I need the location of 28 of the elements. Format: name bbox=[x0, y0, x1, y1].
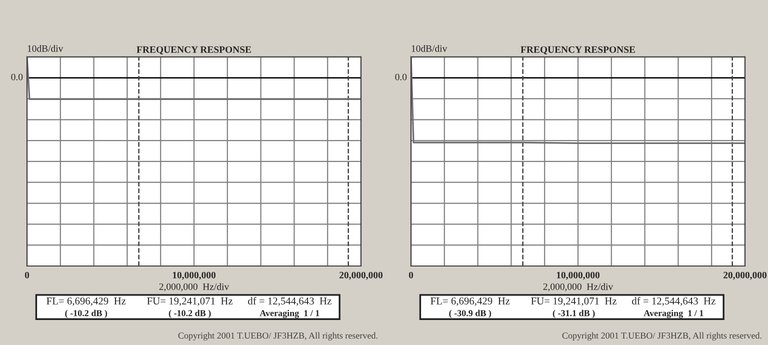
x-tick-label: 0 bbox=[408, 272, 414, 278]
text: Copyright 2001 T.UEBO/ JF3HZB, All rights reserved. bbox=[562, 332, 762, 340]
x-axis-title: 2,000,000 Hz/div bbox=[543, 283, 614, 292]
text: df = 12,544,643 Hz bbox=[248, 297, 332, 306]
chart-title: FREQUENCY RESPONSE bbox=[520, 46, 635, 54]
y-axis-title: 10dB/div bbox=[28, 44, 64, 52]
x-tick-label: 0 bbox=[24, 272, 30, 278]
text: Copyright 2001 T.UEBO/ JF3HZB, All rights reserved. bbox=[178, 332, 378, 340]
text: df = 12,544,643 Hz bbox=[632, 297, 716, 306]
chart-title: FREQUENCY RESPONSE bbox=[136, 46, 251, 54]
ref-line-label: 0.0 bbox=[11, 74, 23, 80]
ref-line-label: 0.0 bbox=[395, 74, 407, 80]
y-axis-title: 10dB/div bbox=[412, 44, 448, 52]
text: FU= 19,241,071 Hz bbox=[147, 297, 233, 306]
text: FL= 6,696,429 Hz bbox=[430, 297, 510, 306]
x-axis-title: 2,000,000 Hz/div bbox=[159, 283, 230, 292]
text: ( -10.2 dB ) bbox=[168, 310, 211, 318]
text: FU= 19,241,071 Hz bbox=[531, 297, 617, 306]
text: FL= 6,696,429 Hz bbox=[46, 297, 126, 306]
x-tick-label: 10,000,000 bbox=[172, 272, 216, 280]
text: ( -10.2 dB ) bbox=[65, 310, 108, 318]
x-tick-label: 10,000,000 bbox=[556, 272, 600, 280]
x-tick-label: 20,000,000 bbox=[724, 272, 767, 280]
text: ( -31.1 dB ) bbox=[552, 310, 595, 318]
x-tick-label: 20,000,000 bbox=[340, 272, 383, 280]
text: Averaging 1 / 1 bbox=[260, 310, 320, 318]
text: Averaging 1 / 1 bbox=[644, 310, 704, 318]
text: ( -30.9 dB ) bbox=[449, 310, 492, 318]
